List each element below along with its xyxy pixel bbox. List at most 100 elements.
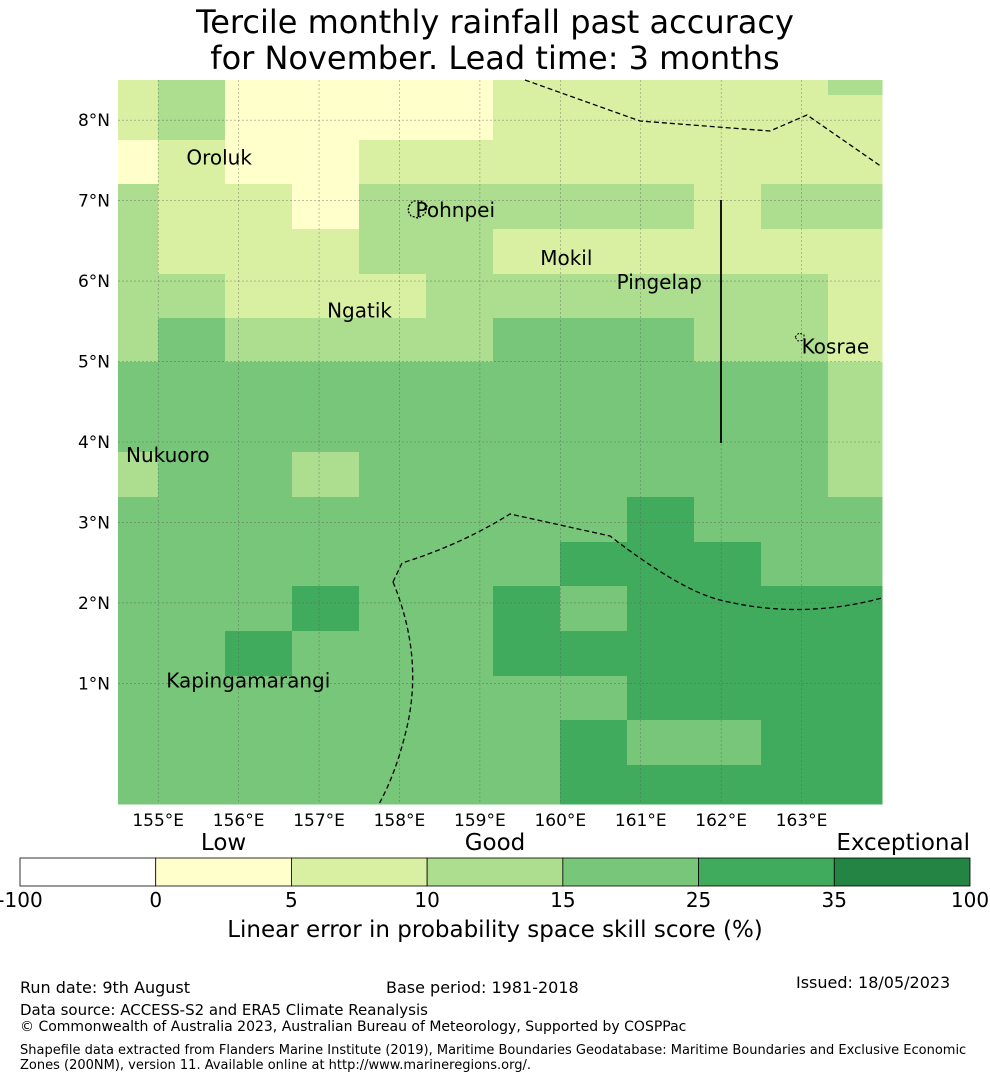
skill-cell — [694, 631, 762, 677]
skill-cell — [359, 229, 427, 275]
skill-cell — [694, 452, 762, 498]
graticule — [118, 80, 882, 804]
skill-cell — [426, 586, 494, 632]
skill-cell — [761, 407, 829, 453]
skill-cell — [158, 274, 226, 319]
colorbar-tick-label: 100 — [950, 888, 990, 912]
skill-cell — [694, 407, 762, 453]
skill-cell — [560, 184, 628, 230]
skill-cell — [493, 542, 561, 587]
skill-cell — [493, 274, 561, 319]
skill-cell — [359, 274, 427, 319]
skill-cell — [493, 184, 561, 230]
skill-cell — [828, 80, 883, 96]
skill-cell — [225, 184, 293, 230]
skill-cell — [292, 631, 360, 677]
colorbar-label: Linear error in probability space skill … — [227, 917, 763, 943]
run-date: Run date: 9th August — [20, 978, 190, 997]
skill-cell — [118, 407, 159, 453]
longitude-tick-label: 161°E — [615, 811, 667, 830]
colorbar-category-label: Low — [200, 830, 247, 856]
skill-cell — [426, 542, 494, 587]
skill-cell — [292, 407, 360, 453]
latitude-tick-label: 2°N — [78, 594, 110, 614]
skill-cell — [359, 80, 427, 96]
skill-cell — [694, 586, 762, 632]
skill-cell — [828, 362, 883, 408]
skill-cell — [493, 95, 561, 141]
skill-cell — [118, 586, 159, 632]
skill-cell — [426, 497, 494, 543]
skill-cell — [359, 586, 427, 632]
skill-cell — [694, 318, 762, 363]
skill-cell — [118, 140, 159, 185]
place-label: Mokil — [540, 246, 592, 270]
colorbar-swatch — [291, 857, 428, 887]
skill-cell — [627, 318, 695, 363]
data-source: Data source: ACCESS-S2 and ERA5 Climate … — [20, 1001, 428, 1019]
skill-cell — [694, 184, 762, 230]
skill-cell — [225, 586, 293, 632]
longitude-tick-label: 160°E — [534, 811, 586, 830]
skill-cell — [761, 80, 829, 96]
longitude-tick-label: 162°E — [695, 811, 747, 830]
skill-cell — [560, 676, 628, 721]
skill-cell — [292, 184, 360, 230]
skill-cell — [761, 184, 829, 230]
skill-cell — [560, 542, 628, 587]
longitude-tick-label: 163°E — [776, 811, 828, 830]
skill-cell — [560, 95, 628, 141]
island-outlines — [407, 200, 805, 342]
skill-cell — [118, 542, 159, 587]
skill-cell — [292, 765, 360, 805]
skill-cell — [694, 80, 762, 96]
skill-cell — [225, 318, 293, 363]
skill-cell — [493, 765, 561, 805]
place-label: Kapingamarangi — [166, 668, 330, 692]
skill-cell — [828, 497, 883, 543]
skill-cell — [426, 362, 494, 408]
skill-cell — [158, 318, 226, 363]
skill-cell — [292, 452, 360, 498]
skill-cell — [292, 586, 360, 632]
copyright: © Commonwealth of Australia 2023, Austra… — [20, 1019, 687, 1035]
skill-cell — [158, 362, 226, 408]
skill-cell — [225, 497, 293, 543]
skill-cell — [560, 631, 628, 677]
title-line-2: for November. Lead time: 3 months — [210, 39, 780, 77]
skill-cell — [627, 765, 695, 805]
skill-cell — [560, 274, 628, 319]
skill-cell — [225, 765, 293, 805]
skill-cell — [292, 274, 360, 319]
skill-cell — [292, 140, 360, 185]
skill-cell — [118, 318, 159, 363]
skill-cell — [828, 318, 883, 363]
skill-cell — [292, 497, 360, 543]
skill-cell — [359, 407, 427, 453]
skill-cell — [225, 80, 293, 96]
colorbar-swatch — [833, 857, 971, 887]
skill-cell — [118, 765, 159, 805]
skill-cell — [359, 452, 427, 498]
skill-cell — [493, 362, 561, 408]
skill-cell — [761, 720, 829, 766]
skill-cell — [694, 542, 762, 587]
skill-cell — [627, 362, 695, 408]
skill-cell — [158, 407, 226, 453]
skill-cell — [118, 631, 159, 677]
place-label: Nukuoro — [126, 443, 210, 467]
skill-cell — [426, 407, 494, 453]
skill-cell — [359, 318, 427, 363]
place-label: Kosrae — [802, 335, 870, 359]
skill-cell — [158, 80, 226, 96]
skill-cell — [292, 362, 360, 408]
skill-cell — [627, 631, 695, 677]
eez-boundary-north — [524, 79, 883, 168]
skill-cell — [225, 452, 293, 498]
skill-cell — [627, 542, 695, 587]
skill-cell — [493, 631, 561, 677]
skill-cell — [761, 95, 829, 141]
skill-cell — [158, 229, 226, 275]
skill-cell — [158, 720, 226, 766]
skill-cell — [560, 362, 628, 408]
